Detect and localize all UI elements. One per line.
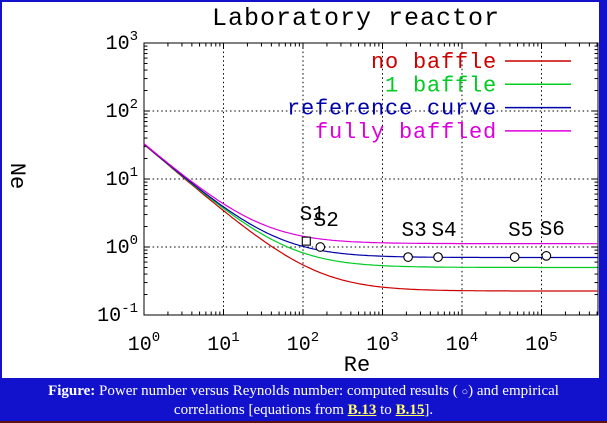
x-tick-label-10e5: 105	[525, 330, 557, 357]
chart-title: Laboratory reactor	[212, 4, 500, 33]
link-equation-b15[interactable]: B.15	[395, 402, 425, 418]
data-point-label-S6: S6	[540, 219, 565, 242]
caption-line-2: correlations [equations from B.13 to B.1…	[0, 401, 607, 419]
data-point-label-S5: S5	[508, 220, 533, 243]
caption-line-1: Figure: Power number versus Reynolds num…	[0, 382, 607, 401]
y-tick-label-10e-1: 10-1	[97, 301, 138, 328]
data-point-S6	[541, 251, 552, 261]
caption-text-after-symbol: ) and empirical	[468, 383, 559, 399]
y-tick-label-10e0: 100	[106, 233, 138, 260]
data-point-S4	[433, 252, 443, 262]
legend-label-reference-curve: reference curve	[287, 97, 497, 122]
caption-text-before-symbol: Power number versus Reynolds number: com…	[99, 383, 462, 399]
curve-1-baffle	[143, 143, 598, 269]
y-tick-label-10e1: 101	[106, 165, 138, 192]
caption-text-equations: correlations [equations from	[173, 402, 348, 418]
data-point-label-S2: S2	[314, 210, 339, 233]
y-axis-label: Ne	[4, 163, 29, 189]
data-point-S5	[509, 252, 520, 262]
data-point-label-S3: S3	[402, 220, 427, 243]
legend-label-1-baffle: 1 baffle	[385, 73, 497, 98]
x-axis-label: Re	[344, 353, 370, 378]
x-tick-label-10e4: 104	[446, 330, 478, 357]
caption-text-to: to	[376, 402, 396, 418]
x-tick-label-10e3: 103	[366, 330, 398, 357]
x-tick-label-10e0: 100	[128, 330, 160, 357]
computed-result-marker-symbol: ○	[461, 386, 469, 398]
curve-reference-curve	[143, 143, 598, 259]
caption-label: Figure:	[48, 383, 96, 399]
data-point-label-S4: S4	[431, 220, 456, 243]
legend-label-fully-baffled: fully baffled	[315, 120, 497, 145]
legend-label-no-baffle: no baffle	[371, 50, 497, 75]
window-bottom-edge	[0, 421, 607, 423]
x-tick-label-10e2: 102	[287, 330, 319, 357]
caption-text-end: ].	[424, 402, 434, 418]
data-point-S3	[403, 252, 413, 262]
data-point-label-S1: S1	[300, 204, 325, 227]
curve-fully-baffled	[143, 143, 598, 245]
y-tick-label-10e3: 103	[106, 29, 138, 56]
plot-background	[2, 2, 599, 378]
x-tick-label-10e1: 101	[207, 330, 239, 357]
y-tick-label-10e2: 102	[106, 97, 138, 124]
figure-caption: Figure: Power number versus Reynolds num…	[0, 378, 607, 421]
data-point-S2	[315, 242, 326, 252]
curve-no-baffle	[143, 143, 598, 292]
plot-panel: no baffle 1 baffle reference curve fully ba…	[2, 2, 599, 378]
data-point-S1	[301, 236, 311, 246]
link-equation-b13[interactable]: B.13	[347, 402, 377, 418]
